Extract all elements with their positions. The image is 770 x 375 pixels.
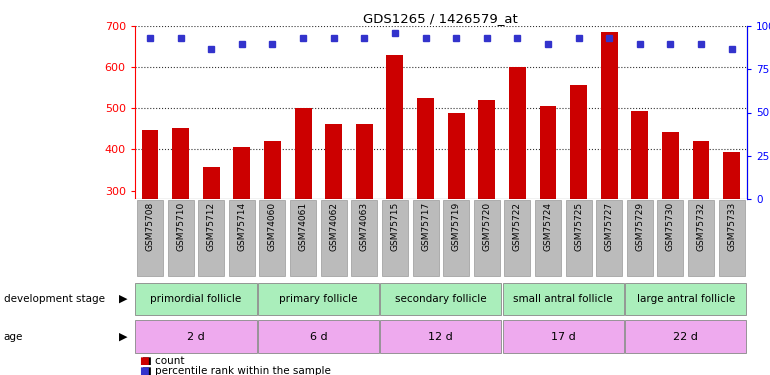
Bar	[264, 141, 281, 199]
FancyBboxPatch shape	[625, 283, 746, 315]
Text: GSM75710: GSM75710	[176, 202, 185, 251]
Text: ▶: ▶	[119, 294, 127, 304]
Text: GSM75733: GSM75733	[727, 202, 736, 251]
FancyBboxPatch shape	[382, 200, 408, 276]
Text: GSM75730: GSM75730	[666, 202, 675, 251]
FancyBboxPatch shape	[413, 200, 439, 276]
FancyBboxPatch shape	[290, 200, 316, 276]
Text: GSM75715: GSM75715	[390, 202, 400, 251]
Text: age: age	[4, 332, 23, 342]
Text: primary follicle: primary follicle	[280, 294, 357, 304]
FancyBboxPatch shape	[258, 320, 379, 353]
Text: GSM75732: GSM75732	[697, 202, 705, 251]
Bar	[295, 108, 312, 199]
Text: GSM75722: GSM75722	[513, 202, 522, 251]
FancyBboxPatch shape	[535, 200, 561, 276]
FancyBboxPatch shape	[688, 200, 714, 276]
Bar	[233, 147, 250, 199]
Text: GSM74062: GSM74062	[330, 202, 338, 251]
FancyBboxPatch shape	[380, 283, 501, 315]
Text: 22 d: 22 d	[673, 332, 698, 342]
Bar	[540, 106, 557, 199]
Bar	[692, 141, 709, 199]
Text: GSM75727: GSM75727	[604, 202, 614, 251]
FancyBboxPatch shape	[136, 283, 256, 315]
Text: ■: ■	[139, 356, 149, 366]
FancyBboxPatch shape	[259, 200, 286, 276]
FancyBboxPatch shape	[565, 200, 591, 276]
FancyBboxPatch shape	[503, 283, 624, 315]
Text: large antral follicle: large antral follicle	[637, 294, 735, 304]
Text: GSM75719: GSM75719	[452, 202, 460, 251]
Text: GSM75717: GSM75717	[421, 202, 430, 251]
Text: 12 d: 12 d	[428, 332, 454, 342]
Text: secondary follicle: secondary follicle	[395, 294, 487, 304]
Text: GSM75729: GSM75729	[635, 202, 644, 251]
FancyBboxPatch shape	[503, 320, 624, 353]
Text: ■ percentile rank within the sample: ■ percentile rank within the sample	[142, 366, 331, 375]
FancyBboxPatch shape	[168, 200, 194, 276]
FancyBboxPatch shape	[474, 200, 500, 276]
Text: development stage: development stage	[4, 294, 105, 304]
FancyBboxPatch shape	[258, 283, 379, 315]
Text: GSM74060: GSM74060	[268, 202, 277, 251]
Bar	[417, 98, 434, 199]
FancyBboxPatch shape	[136, 320, 256, 353]
Text: 6 d: 6 d	[310, 332, 327, 342]
Text: ■: ■	[139, 366, 149, 375]
Text: primordial follicle: primordial follicle	[150, 294, 242, 304]
Title: GDS1265 / 1426579_at: GDS1265 / 1426579_at	[363, 12, 518, 25]
Bar	[723, 152, 740, 199]
FancyBboxPatch shape	[596, 200, 622, 276]
FancyBboxPatch shape	[627, 200, 653, 276]
FancyBboxPatch shape	[137, 200, 163, 276]
Bar	[203, 167, 219, 199]
Bar	[601, 32, 618, 199]
FancyBboxPatch shape	[380, 320, 501, 353]
FancyBboxPatch shape	[320, 200, 346, 276]
Bar	[478, 100, 495, 199]
Bar	[142, 130, 159, 199]
Bar	[570, 85, 587, 199]
Bar	[325, 124, 342, 199]
Text: 17 d: 17 d	[551, 332, 576, 342]
Bar	[172, 128, 189, 199]
Text: ▶: ▶	[119, 332, 127, 342]
Text: GSM75708: GSM75708	[146, 202, 155, 251]
Text: 2 d: 2 d	[187, 332, 205, 342]
FancyBboxPatch shape	[658, 200, 684, 276]
Text: GSM75714: GSM75714	[237, 202, 246, 251]
Text: GSM74061: GSM74061	[299, 202, 307, 251]
Text: GSM75724: GSM75724	[544, 202, 552, 251]
Bar	[509, 67, 526, 199]
Text: GSM75720: GSM75720	[482, 202, 491, 251]
Text: GSM75712: GSM75712	[207, 202, 216, 251]
Bar	[447, 113, 464, 199]
Bar	[356, 124, 373, 199]
Text: GSM74063: GSM74063	[360, 202, 369, 251]
FancyBboxPatch shape	[351, 200, 377, 276]
Text: GSM75725: GSM75725	[574, 202, 583, 251]
Bar	[631, 111, 648, 199]
FancyBboxPatch shape	[504, 200, 531, 276]
Text: ■ count: ■ count	[142, 356, 185, 366]
FancyBboxPatch shape	[625, 320, 746, 353]
FancyBboxPatch shape	[198, 200, 224, 276]
Bar	[387, 55, 403, 199]
FancyBboxPatch shape	[718, 200, 745, 276]
Text: small antral follicle: small antral follicle	[514, 294, 613, 304]
FancyBboxPatch shape	[229, 200, 255, 276]
FancyBboxPatch shape	[443, 200, 469, 276]
Bar	[662, 132, 679, 199]
